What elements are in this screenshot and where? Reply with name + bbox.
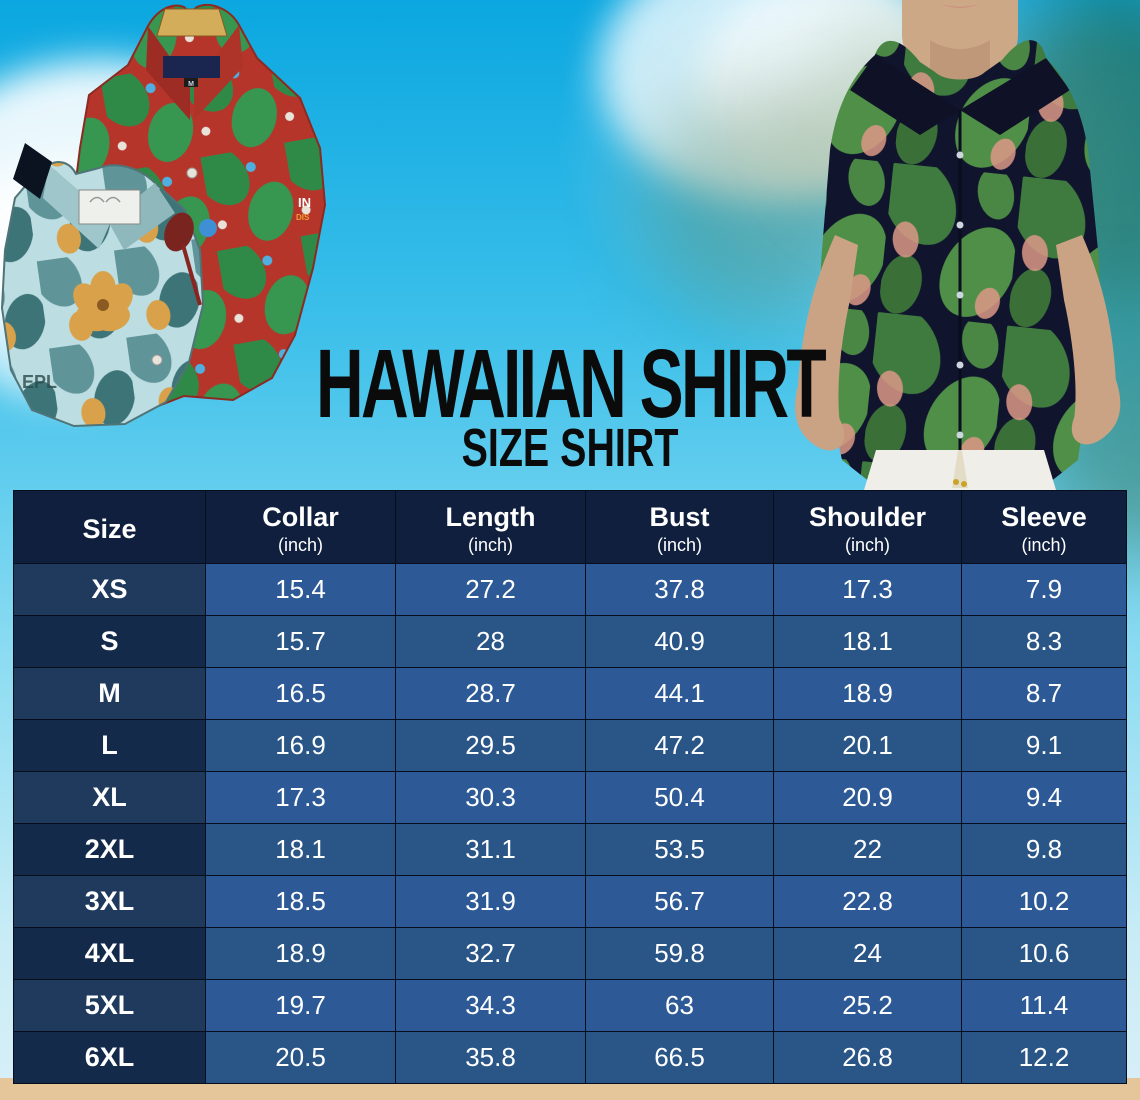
svg-text:IN: IN (298, 195, 311, 210)
svg-text:DIS: DIS (296, 213, 310, 222)
svg-text:EPL: EPL (22, 372, 57, 392)
svg-text:M: M (188, 81, 194, 88)
